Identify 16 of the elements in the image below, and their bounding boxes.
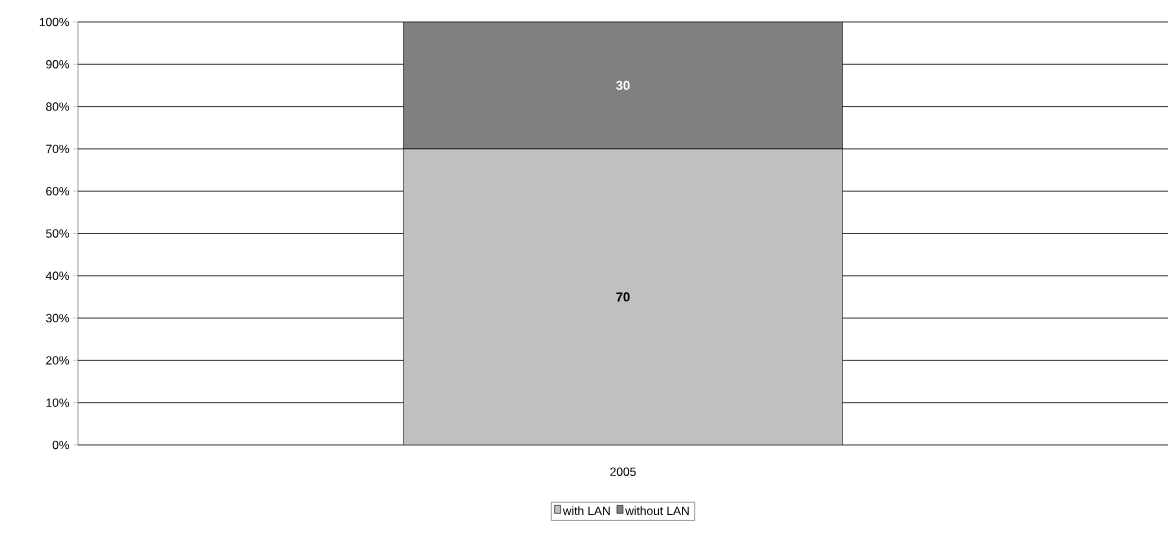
data-label: 70 — [616, 292, 630, 302]
y-tick-label: 50% — [46, 229, 70, 238]
legend-label: with LAN — [562, 506, 610, 516]
y-tick-label: 70% — [46, 144, 70, 154]
y-tick-label: 20% — [46, 356, 70, 365]
y-tick-label: 0% — [52, 440, 70, 450]
y-tick-label: 100% — [39, 17, 70, 27]
y-tick-label: 90% — [46, 60, 70, 69]
y-tick-label: 30% — [46, 313, 70, 323]
y-tick-label: 40% — [45, 271, 70, 281]
legend-label: without LAN — [625, 506, 689, 516]
data-label: 30 — [616, 80, 630, 91]
y-tick-label: 80% — [46, 102, 70, 111]
y-tick-label: 60% — [46, 186, 70, 196]
y-tick-label: 10% — [46, 398, 70, 407]
x-tick-label: 2005 — [610, 467, 636, 476]
